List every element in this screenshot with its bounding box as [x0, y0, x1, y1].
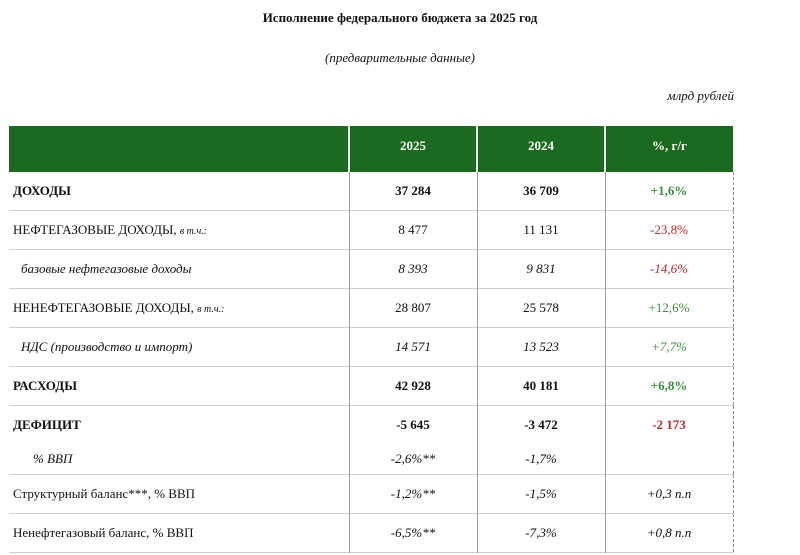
- cell-2024: 13 523: [476, 327, 605, 367]
- cell-2024: 25 578: [476, 288, 605, 328]
- cell-2024: 40 181: [476, 366, 605, 406]
- cell-change: -23,8%: [604, 210, 734, 250]
- cell-change: +12,6%: [604, 288, 734, 328]
- column-header-2024: 2024: [477, 126, 606, 172]
- cell-change: +6,8%: [604, 366, 734, 406]
- column-header-change: %, г/г: [605, 126, 733, 172]
- cell-2025: 42 928: [348, 366, 477, 406]
- cell-2024: 9 831: [476, 249, 605, 289]
- cell-2025: 8 393: [348, 249, 477, 289]
- cell-2025: 28 807: [348, 288, 477, 328]
- row-label-note: в т.ч.:: [179, 226, 208, 237]
- cell-2024: -1,5%: [476, 474, 605, 514]
- table-row-vat: НДС (производство и импорт) 14 571 13 52…: [9, 327, 734, 367]
- row-label: Структурный баланс***, % ВВП: [9, 475, 349, 514]
- cell-2025: -2,6%**: [348, 444, 477, 475]
- cell-2025: -6,5%**: [348, 513, 477, 553]
- table-row-deficit: ДЕФИЦИТ -5 645 -3 472 -2 173: [9, 405, 734, 445]
- cell-change: [604, 444, 734, 475]
- table-row-structural-balance: Структурный баланс***, % ВВП -1,2%** -1,…: [9, 474, 734, 514]
- row-label-text: Ненефтегазовый баланс, % ВВП: [13, 525, 194, 540]
- table-row-non-oil-gas-revenue: НЕНЕФТЕГАЗОВЫЕ ДОХОДЫ, в т.ч.: 28 807 25…: [9, 288, 734, 328]
- row-label-text: ДОХОДЫ: [13, 183, 71, 198]
- cell-2024: -1,7%: [476, 444, 605, 475]
- cell-2025: -1,2%**: [348, 474, 477, 514]
- row-label-text: Структурный баланс***, % ВВП: [13, 486, 196, 501]
- cell-2024: -3 472: [476, 405, 605, 444]
- row-label-text: РАСХОДЫ: [13, 378, 77, 393]
- row-label-text: ДЕФИЦИТ: [13, 417, 81, 432]
- cell-change: +0,3 п.п: [604, 474, 734, 514]
- row-label-text: базовые нефтегазовые доходы: [21, 261, 192, 276]
- cell-change: +0,8 п.п: [604, 513, 734, 553]
- row-label-text: НЕФТЕГАЗОВЫЕ ДОХОДЫ,: [13, 222, 177, 237]
- table-row-revenue: ДОХОДЫ 37 284 36 709 +1,6%: [9, 172, 734, 211]
- row-label: базовые нефтегазовые доходы: [9, 250, 349, 289]
- cell-change: +1,6%: [604, 172, 734, 211]
- table-header-row: 2025 2024 %, г/г: [9, 126, 733, 172]
- table-row-oil-gas-revenue: НЕФТЕГАЗОВЫЕ ДОХОДЫ, в т.ч.: 8 477 11 13…: [9, 210, 734, 250]
- cell-change: -14,6%: [604, 249, 734, 289]
- row-label: НДС (производство и импорт): [9, 328, 349, 367]
- row-label: НЕФТЕГАЗОВЫЕ ДОХОДЫ, в т.ч.:: [9, 211, 349, 250]
- row-label-text: % ВВП: [33, 451, 73, 466]
- table-row-non-oil-gas-balance: Ненефтегазовый баланс, % ВВП -6,5%** -7,…: [9, 513, 734, 553]
- cell-change: -2 173: [604, 405, 734, 444]
- cell-2024: 11 131: [476, 210, 605, 250]
- cell-2024: -7,3%: [476, 513, 605, 553]
- cell-2024: 36 709: [476, 172, 605, 211]
- row-label: ДЕФИЦИТ: [9, 406, 349, 445]
- table-row-deficit-gdp: % ВВП -2,6%** -1,7%: [9, 444, 734, 475]
- row-label-text: НДС (производство и импорт): [21, 339, 193, 354]
- cell-2025: 37 284: [348, 172, 477, 211]
- row-label: НЕНЕФТЕГАЗОВЫЕ ДОХОДЫ, в т.ч.:: [9, 289, 349, 328]
- cell-2025: 14 571: [348, 327, 477, 367]
- row-label: РАСХОДЫ: [9, 367, 349, 406]
- units-label: млрд рублей: [667, 88, 734, 103]
- cell-2025: -5 645: [348, 405, 477, 444]
- column-header-label: [9, 126, 350, 172]
- row-label: Ненефтегазовый баланс, % ВВП: [9, 514, 349, 553]
- table-row-expenditures: РАСХОДЫ 42 928 40 181 +6,8%: [9, 366, 734, 406]
- table-row-base-oil-gas: базовые нефтегазовые доходы 8 393 9 831 …: [9, 249, 734, 289]
- page-subtitle: (предварительные данные): [325, 50, 475, 65]
- row-label: ДОХОДЫ: [9, 172, 349, 211]
- budget-table: 2025 2024 %, г/г ДОХОДЫ 37 284 36 709 +1…: [9, 126, 734, 553]
- row-label-text: НЕНЕФТЕГАЗОВЫЕ ДОХОДЫ,: [13, 300, 194, 315]
- column-header-2025: 2025: [349, 126, 478, 172]
- row-label-note: в т.ч.:: [197, 304, 225, 315]
- cell-2025: 8 477: [348, 210, 477, 250]
- page-title: Исполнение федерального бюджета за 2025 …: [262, 10, 538, 25]
- row-label: % ВВП: [9, 444, 349, 475]
- cell-change: +7,7%: [604, 327, 734, 367]
